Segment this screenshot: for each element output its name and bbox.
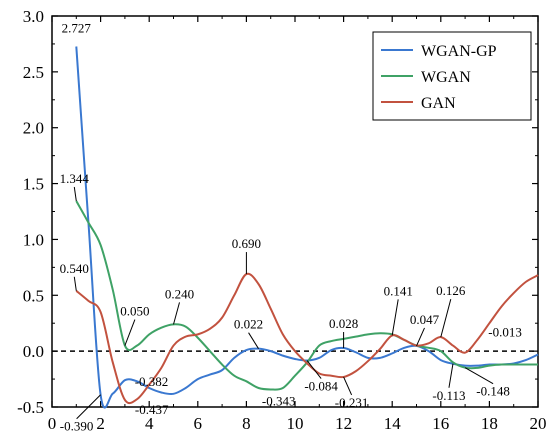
y-tick-label: 0.0 [23, 342, 44, 361]
y-tick-label: 1.0 [23, 230, 44, 249]
annotation-label: 0.028 [329, 316, 358, 331]
annotation-leader-line [306, 360, 322, 379]
annotation-label: 0.022 [234, 317, 263, 332]
x-tick-label: 8 [242, 414, 251, 433]
annotation-leader-line [73, 276, 77, 291]
legend-label: WGAN [421, 69, 471, 86]
x-tick-label: 4 [145, 414, 154, 433]
y-tick-label: 3.0 [23, 7, 44, 26]
y-tick-label: -0.5 [17, 398, 44, 417]
x-tick-label: 0 [48, 414, 57, 433]
x-tick-label: 2 [96, 414, 105, 433]
annotation-leader-line [440, 298, 452, 338]
annotation-label: 0.050 [120, 304, 149, 319]
annotation-leader-line [76, 394, 101, 420]
annotation-label: 1.344 [60, 171, 90, 186]
annotation-leader-line [173, 302, 180, 325]
annotation-leader-line [416, 327, 425, 347]
annotation-leader-line [124, 319, 136, 346]
y-tick-label: 1.5 [23, 175, 44, 194]
x-tick-label: 14 [384, 414, 402, 433]
x-tick-label: 10 [287, 414, 304, 433]
annotation-leader-line [343, 376, 353, 396]
annotations-group: 2.727 1.344 0.540 -0.390 0.050 -0.437 0.240 -0.… [60, 20, 522, 433]
annotation-label: -0.084 [304, 379, 338, 394]
annotation-leader-line [391, 299, 399, 336]
x-tick-label: 12 [335, 414, 352, 433]
annotation-label: -0.113 [432, 388, 465, 403]
x-tick-label: 20 [530, 414, 547, 433]
annotation-label: -0.013 [488, 325, 522, 340]
annotation-label: -0.390 [60, 419, 94, 434]
x-tick-label: 18 [481, 414, 498, 433]
axes-group: 0 2 4 6 8 10 12 14 16 18 20 -0.5 0.0 0.5 1.0 1.5 2.0 2.5 3… [17, 7, 546, 433]
series-line-gan [75, 272, 539, 405]
annotation-label: 0.240 [165, 286, 194, 301]
annotation-label: 2.727 [62, 20, 92, 35]
y-tick-label: 0.5 [23, 286, 44, 305]
annotation-label: -0.343 [262, 393, 296, 408]
annotation-label: 0.126 [436, 283, 466, 298]
y-tick-label: 2.0 [23, 119, 44, 138]
annotation-label: 0.047 [410, 312, 440, 327]
annotation-label: -0.148 [476, 384, 510, 399]
x-tick-label: 16 [432, 414, 449, 433]
legend-label: WGAN-GP [421, 43, 497, 60]
x-tick-label: 6 [194, 414, 203, 433]
series-lines-group [75, 46, 539, 409]
annotation-label: 0.690 [232, 236, 261, 251]
annotation-label: -0.437 [135, 402, 169, 417]
annotation-leader-line [248, 332, 259, 349]
annotation-leader-line [448, 363, 454, 388]
annotation-leader-line [464, 367, 494, 385]
y-tick-label: 2.5 [23, 63, 44, 82]
legend: WGAN-GP WGAN GAN [372, 31, 532, 121]
annotation-label: -0.231 [335, 395, 369, 410]
annotation-leader-line [73, 186, 77, 202]
legend-label: GAN [421, 95, 456, 112]
annotation-label: -0.382 [135, 374, 169, 389]
annotation-label: 0.540 [60, 261, 89, 276]
annotation-label: 0.141 [384, 283, 413, 298]
